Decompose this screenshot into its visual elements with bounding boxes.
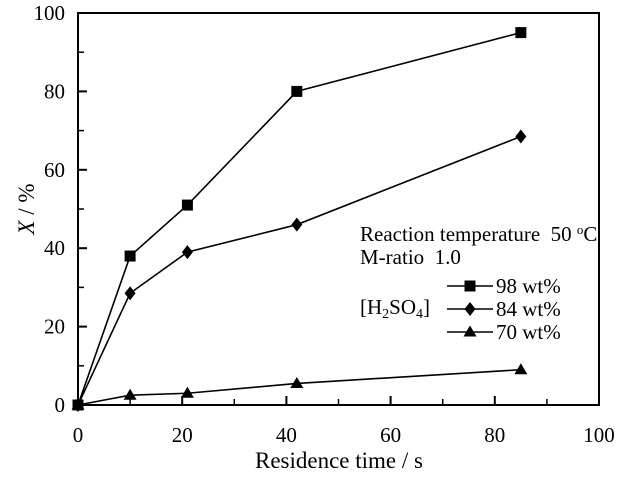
x-tick-label: 80 [484, 423, 505, 447]
legend-title-post: ] [423, 295, 431, 319]
y-tick-label: 80 [44, 79, 65, 103]
marker-triangle [463, 325, 477, 337]
legend-title-mid: SO [389, 295, 417, 319]
y-tick-label: 0 [55, 393, 66, 417]
y-axis-label-symbol: X [14, 220, 39, 235]
legend-title-sub1: 2 [382, 307, 390, 322]
legend-entry-70wt: 70 wt% [446, 321, 561, 343]
marker-diamond [181, 245, 193, 260]
legend-title-sub2: 4 [416, 307, 424, 322]
y-tick-label: 40 [44, 236, 65, 260]
marker-square [515, 27, 527, 39]
x-tick-label: 0 [73, 423, 84, 447]
marker-triangle [180, 386, 194, 398]
legend-title-pre: [H [360, 295, 383, 319]
marker-triangle [123, 388, 137, 400]
annotation-reaction-temperature: Reaction temperature 50 oC [360, 223, 597, 245]
legend-title: [H2SO4] [360, 295, 431, 322]
series-line-diamond [77, 135, 522, 406]
marker-diamond [124, 286, 136, 301]
legend-marker-triangle [447, 325, 493, 337]
y-tick-label: 60 [44, 158, 65, 182]
x-tick-label: 100 [583, 423, 615, 447]
legend-label-70wt: 70 wt% [496, 319, 561, 344]
y-tick-label: 20 [44, 315, 65, 339]
marker-square [291, 85, 303, 97]
x-axis-label: Residence time / s [255, 448, 423, 473]
legend-marker-diamond [447, 302, 493, 316]
legend-entry-98wt: 98 wt% [446, 275, 561, 297]
marker-diamond [291, 217, 303, 232]
marker-diamond [464, 302, 476, 316]
marker-square [181, 199, 193, 211]
y-axis-label: X / % [14, 109, 40, 309]
annotation-m-ratio: M-ratio 1.0 [360, 245, 461, 269]
legend-label-84wt: 84 wt% [496, 296, 561, 321]
marker-square [464, 280, 476, 292]
marker-triangle [290, 376, 304, 388]
legend-label-98wt: 98 wt% [496, 273, 561, 298]
annotation-reaction-temperature-text: Reaction temperature 50 [360, 222, 577, 246]
legend-marker-square [447, 280, 493, 292]
y-axis-label-unit: / % [14, 183, 39, 221]
marker-triangle [71, 398, 85, 410]
marker-triangle [514, 363, 528, 375]
x-tick-label: 20 [172, 423, 193, 447]
x-tick-label: 40 [276, 423, 297, 447]
x-tick-label: 60 [380, 423, 401, 447]
legend-entry-84wt: 84 wt% [446, 298, 561, 320]
annotation-reaction-temperature-unit: C [583, 222, 598, 246]
marker-square [124, 250, 136, 262]
marker-diamond [515, 129, 527, 144]
plot-frame [77, 12, 600, 406]
y-tick-label: 100 [34, 1, 66, 25]
degree-symbol: o [576, 222, 584, 237]
